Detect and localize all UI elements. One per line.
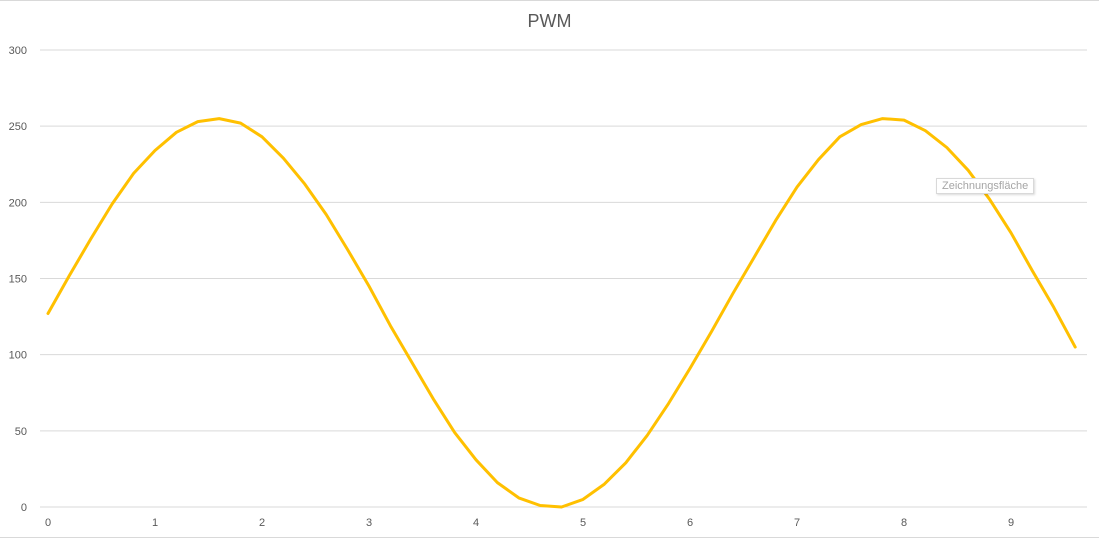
data-point[interactable] [88,236,94,242]
y-tick-label: 50 [15,426,27,438]
x-tick-label: 1 [152,517,158,529]
x-tick-label: 3 [366,517,372,529]
data-point[interactable] [880,116,886,122]
x-tick-label: 8 [901,517,907,529]
x-tick-label: 7 [794,517,800,529]
plot-area-tooltip: Zeichnungsfläche [936,178,1035,194]
data-point[interactable] [1008,230,1014,236]
x-tick-label: 2 [259,517,265,529]
data-point[interactable] [708,329,714,335]
data-point[interactable] [238,120,244,126]
data-point[interactable] [623,460,629,466]
y-axis: 0 50 100 150 200 250 300 [9,45,27,514]
data-point[interactable] [280,155,286,161]
data-point[interactable] [409,359,415,365]
data-point[interactable] [173,129,179,135]
y-tick-label: 100 [9,350,27,362]
data-point[interactable] [559,504,565,510]
data-point[interactable] [644,432,650,438]
x-tick-label: 5 [580,517,586,529]
y-tick-label: 200 [9,197,27,209]
data-point[interactable] [751,254,757,260]
data-point[interactable] [666,400,672,406]
data-point[interactable] [601,481,607,487]
data-point[interactable] [794,184,800,190]
data-point[interactable] [837,134,843,140]
data-point[interactable] [944,144,950,150]
y-tick-label: 0 [21,502,27,514]
data-point[interactable] [730,291,736,297]
data-point[interactable] [259,134,265,140]
data-point[interactable] [858,122,864,128]
data-point[interactable] [302,181,308,187]
data-point[interactable] [366,283,372,289]
series-layer [45,116,1078,510]
x-axis: 0 1 2 3 4 5 6 7 8 9 [45,517,1014,529]
data-point[interactable] [987,196,993,202]
data-point[interactable] [66,272,72,278]
data-point[interactable] [387,323,393,329]
data-point[interactable] [901,117,907,123]
data-point[interactable] [1051,304,1057,310]
data-point[interactable] [131,170,137,176]
data-point[interactable] [965,167,971,173]
gridlines [40,49,1087,508]
data-point[interactable] [323,212,329,218]
x-tick-label: 0 [45,517,51,529]
data-point[interactable] [195,119,201,125]
data-point[interactable] [537,502,543,508]
chart-title: PWM [527,11,572,31]
x-tick-label: 9 [1008,517,1014,529]
x-tick-label: 4 [473,517,479,529]
y-tick-label: 150 [9,274,27,286]
data-point[interactable] [345,247,351,253]
data-point[interactable] [430,396,436,402]
data-point[interactable] [452,429,458,435]
data-point[interactable] [580,496,586,502]
data-point[interactable] [773,218,779,224]
data-point[interactable] [494,480,500,486]
data-point[interactable] [473,457,479,463]
data-point[interactable] [152,148,158,154]
data-point[interactable] [216,116,222,122]
data-point[interactable] [516,495,522,501]
data-point[interactable] [1029,268,1035,274]
data-point[interactable] [1072,344,1078,350]
series-line-0[interactable] [46,117,1077,509]
data-point[interactable] [109,201,115,207]
y-tick-label: 300 [9,45,27,57]
data-point[interactable] [687,365,693,371]
x-tick-label: 6 [687,517,693,529]
y-tick-label: 250 [9,121,27,133]
data-point[interactable] [815,157,821,163]
data-point[interactable] [45,311,51,317]
data-point[interactable] [922,128,928,134]
